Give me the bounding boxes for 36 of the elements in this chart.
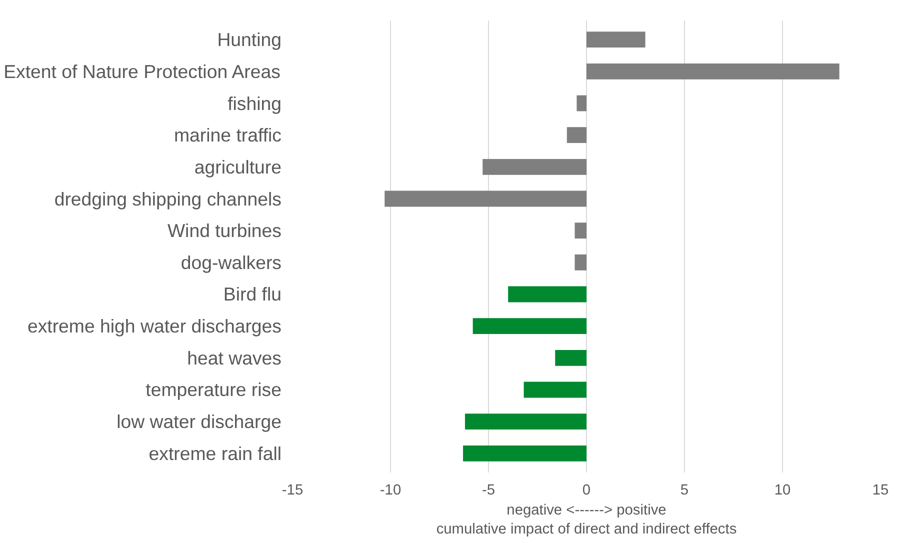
x-tick-label: -5 xyxy=(482,482,496,498)
x-tick-label: 15 xyxy=(872,482,889,498)
bar xyxy=(463,445,586,462)
bar xyxy=(384,190,586,207)
y-tick-label: low water discharge xyxy=(116,411,282,432)
y-tick-label: dog-walkers xyxy=(180,252,282,273)
bar xyxy=(472,318,586,334)
x-tick-label: 5 xyxy=(680,482,689,498)
y-tick-label: heat waves xyxy=(187,347,282,368)
y-tick-label: dredging shipping channels xyxy=(54,188,282,210)
bar xyxy=(574,222,586,239)
bar xyxy=(508,286,586,302)
bar xyxy=(586,63,840,80)
bar xyxy=(482,158,586,175)
bar xyxy=(576,95,586,112)
y-tick-label: agriculture xyxy=(194,156,282,178)
y-tick-label: Extent of Nature Protection Areas xyxy=(4,60,280,82)
y-tick-label: Wind turbines xyxy=(167,220,282,242)
bar xyxy=(574,254,586,270)
bar xyxy=(464,414,586,430)
bar xyxy=(524,382,586,398)
y-tick-label: extreme high water discharges xyxy=(27,316,282,337)
x-tick-label: 10 xyxy=(774,482,791,498)
y-tick-label: extreme rain fall xyxy=(148,442,282,464)
x-tick-label: -10 xyxy=(380,482,402,498)
bar xyxy=(555,350,586,366)
y-tick-label: Bird flu xyxy=(223,284,282,305)
y-tick-label: marine traffic xyxy=(174,124,282,146)
x-tick-label: 0 xyxy=(582,482,591,498)
y-tick-label: temperature rise xyxy=(146,379,282,400)
y-tick-label: fishing xyxy=(228,92,282,114)
bar xyxy=(566,127,586,144)
x-axis-title: negative <------> positive cumulative impact of direct and indirect effects xyxy=(436,502,737,538)
y-tick-label: Hunting xyxy=(217,29,282,50)
x-tick-label: -15 xyxy=(282,482,304,498)
bar xyxy=(586,32,646,48)
